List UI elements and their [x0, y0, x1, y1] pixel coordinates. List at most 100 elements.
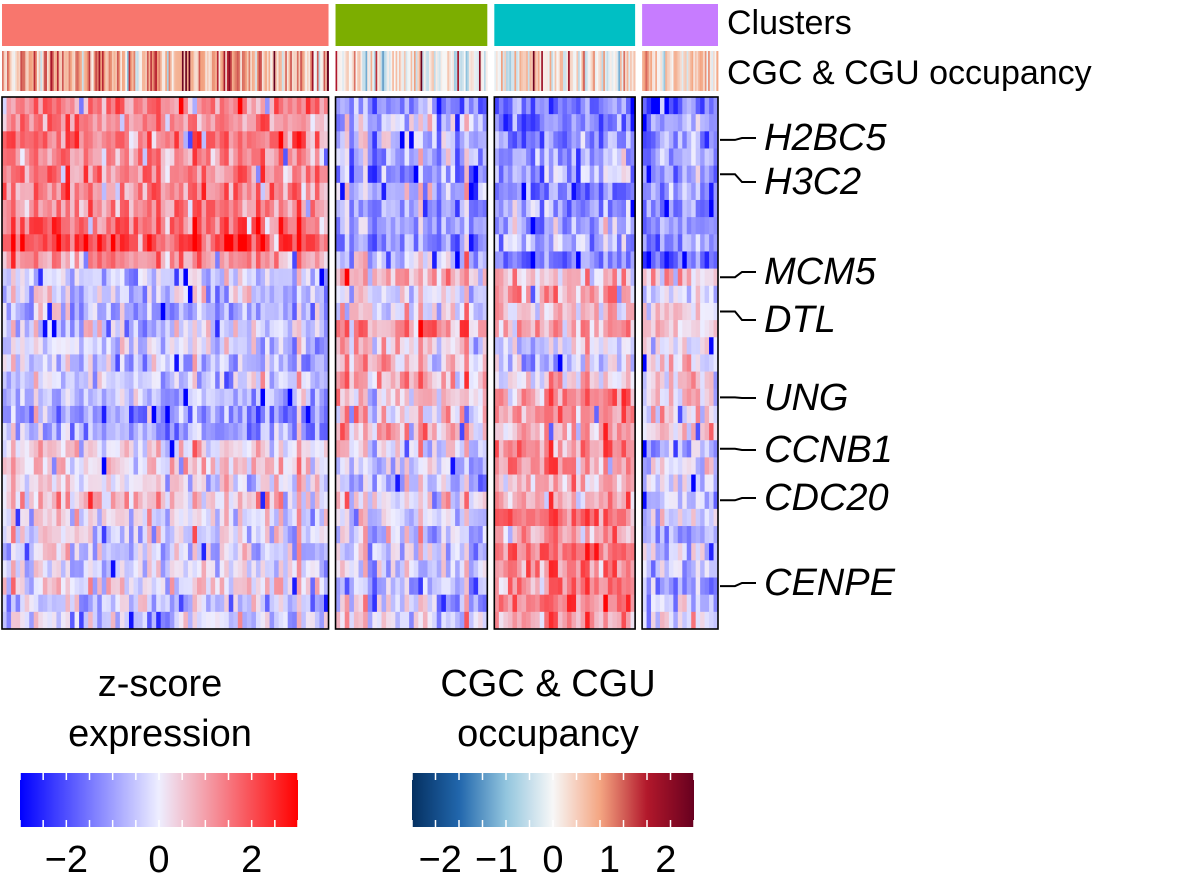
heatmap-cell [630, 337, 636, 355]
heatmap-cell [335, 114, 341, 132]
heatmap-cell [187, 182, 193, 201]
heatmap-cell [224, 320, 230, 338]
heatmap-cell [498, 268, 504, 287]
heatmap-cell [386, 388, 392, 407]
occupancy-cell [688, 51, 691, 91]
heatmap-cell [29, 388, 35, 407]
heatmap-cell [128, 182, 134, 201]
heatmap-cell [557, 371, 563, 390]
heatmap-cell [344, 594, 350, 613]
heatmap-cell [372, 97, 378, 115]
heatmap-cell [372, 474, 378, 493]
heatmap-cell [296, 526, 302, 544]
occupancy-cell [606, 51, 609, 91]
heatmap-cell [612, 268, 618, 287]
heatmap-cell [88, 560, 94, 578]
heatmap-cell [363, 560, 369, 578]
heatmap-cell [700, 251, 705, 269]
heatmap-cell [60, 131, 66, 149]
heatmap-cell [677, 337, 683, 355]
heatmap-cell [165, 457, 171, 475]
occupancy-cell [70, 51, 73, 91]
heatmap-cell [33, 131, 39, 149]
heatmap-cell [535, 302, 541, 321]
heatmap-cell [539, 526, 545, 544]
heatmap-cell [562, 337, 568, 355]
heatmap-cell [386, 457, 392, 475]
heatmap-cell [56, 491, 62, 510]
heatmap-cell [160, 560, 166, 578]
heatmap-cell [319, 526, 325, 544]
heatmap-cell [2, 148, 7, 166]
heatmap-cell [74, 543, 80, 561]
heatmap-cell [305, 611, 311, 630]
heatmap-cell [478, 577, 484, 596]
heatmap-cell [301, 199, 307, 218]
heatmap-cell [2, 251, 7, 269]
heatmap-cell [655, 251, 661, 269]
heatmap-cell [450, 234, 456, 252]
heatmap-cell [335, 251, 341, 269]
heatmap-cell [215, 285, 221, 304]
heatmap-cell [349, 97, 355, 115]
heatmap-cell [482, 457, 488, 475]
heatmap-cell [642, 251, 647, 269]
heatmap-cell [265, 302, 270, 321]
heatmap-cell [47, 526, 53, 544]
heatmap-cell [367, 405, 373, 424]
heatmap-cell [390, 165, 396, 184]
heatmap-cell [700, 354, 705, 372]
heatmap-cell [269, 97, 275, 115]
heatmap-cell [521, 251, 527, 269]
heatmap-cell [237, 371, 243, 390]
heatmap-cell [432, 405, 438, 424]
occupancy-cell [385, 51, 388, 91]
heatmap-cell [38, 131, 44, 149]
heatmap-cell [562, 182, 568, 201]
heatmap-cell [413, 405, 419, 424]
heatmap-cell [310, 234, 316, 252]
heatmap-cell [580, 388, 586, 407]
heatmap-cell [92, 474, 98, 493]
heatmap-cell [427, 234, 433, 252]
heatmap-cell [88, 491, 94, 510]
heatmap-cell [526, 457, 531, 475]
heatmap-cell [503, 114, 509, 132]
heatmap-cell [33, 97, 39, 115]
heatmap-cell [15, 577, 21, 596]
heatmap-cell [292, 268, 298, 287]
heatmap-cell [138, 285, 143, 304]
heatmap-cell [47, 285, 53, 304]
heatmap-cell [192, 577, 198, 596]
heatmap-cell [413, 543, 419, 561]
heatmap-cell [47, 182, 53, 201]
heatmap-cell [106, 285, 112, 304]
heatmap-cell [6, 594, 12, 613]
heatmap-cell [115, 217, 121, 235]
heatmap-cell [33, 302, 39, 321]
heatmap-cell [700, 423, 705, 441]
occupancy-cell [678, 51, 681, 91]
occupancy-cell [711, 51, 714, 91]
occupancy-cell [519, 51, 522, 91]
heatmap-cell [621, 405, 627, 424]
heatmap-cell [124, 182, 130, 201]
occupancy-cell [631, 51, 634, 91]
heatmap-cell [562, 217, 568, 235]
heatmap-cell [544, 148, 550, 166]
heatmap-cell [468, 423, 474, 441]
heatmap-cell [51, 182, 57, 201]
heatmap-cell [287, 302, 293, 321]
heatmap-cell [436, 474, 442, 493]
heatmap-cell [101, 199, 107, 218]
heatmap-cell [512, 97, 518, 115]
heatmap-cell [119, 337, 125, 355]
heatmap-cell [580, 234, 586, 252]
heatmap-cell [562, 97, 568, 115]
heatmap-cell [494, 97, 500, 115]
heatmap-cell [344, 165, 350, 184]
heatmap-cell [557, 199, 563, 218]
heatmap-cell [517, 543, 522, 561]
heatmap-cell [278, 526, 284, 544]
heatmap-cell [422, 217, 428, 235]
